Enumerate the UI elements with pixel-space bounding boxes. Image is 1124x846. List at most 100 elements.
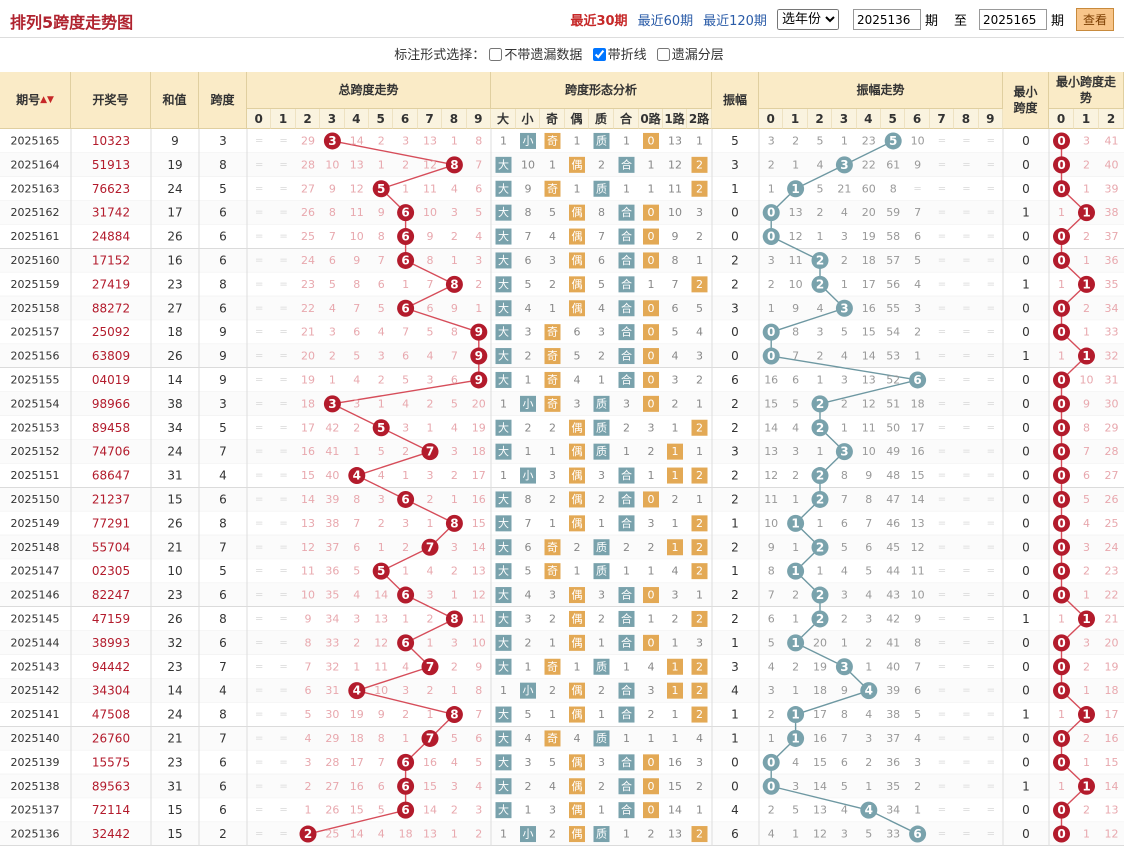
route-miss: 4 bbox=[672, 565, 679, 578]
span-miss-value: 13 bbox=[472, 565, 486, 578]
issue-number: 2025164 bbox=[11, 158, 60, 171]
shape-label: 质 bbox=[596, 445, 607, 458]
min-trend-ball-label: 0 bbox=[1057, 445, 1065, 459]
amp-trend-ball-label: 4 bbox=[865, 803, 873, 817]
table-row bbox=[0, 535, 1124, 560]
query-button[interactable]: 查看 bbox=[1075, 8, 1114, 31]
span-miss-blank: = bbox=[255, 781, 263, 792]
draw-number: 82247 bbox=[92, 588, 130, 602]
issue-header[interactable]: 期号 ▲▼ bbox=[0, 72, 71, 129]
option-no-miss-checkbox[interactable] bbox=[489, 48, 503, 61]
option-no-miss[interactable]: 不带遗漏数据 bbox=[489, 48, 582, 63]
amp-miss-value: 52 bbox=[886, 373, 900, 386]
span-value: 4 bbox=[219, 684, 227, 698]
shape-miss: 2 bbox=[598, 612, 605, 625]
min-trend-ball bbox=[1053, 132, 1070, 150]
sum-value: 17 bbox=[167, 206, 182, 220]
shape-box bbox=[618, 610, 635, 627]
shape-label: 偶 bbox=[572, 230, 583, 243]
shape-box bbox=[618, 515, 635, 532]
table-row bbox=[0, 344, 1124, 368]
min-miss-value: 1 bbox=[1058, 708, 1065, 721]
shape-label: 偶 bbox=[572, 158, 583, 171]
period-120-link[interactable]: 最近120期 bbox=[703, 14, 767, 29]
to-issue-input[interactable] bbox=[978, 9, 1047, 30]
period-60-link[interactable]: 最近60期 bbox=[637, 14, 694, 29]
amp-trend-ball-label: 1 bbox=[791, 564, 799, 578]
amp-digit-header: 6 bbox=[905, 109, 930, 129]
span-miss-value: 1 bbox=[451, 589, 458, 602]
amp-miss-value: 7 bbox=[914, 206, 921, 219]
min-miss-value: 31 bbox=[1105, 373, 1119, 386]
draw-number: 02305 bbox=[92, 564, 130, 578]
amp-miss-value: 8 bbox=[914, 636, 921, 649]
shape-miss: 3 bbox=[549, 804, 556, 817]
shape-miss: 3 bbox=[525, 612, 532, 625]
amp-miss-value: 3 bbox=[841, 828, 848, 841]
shape-label: 质 bbox=[596, 541, 607, 554]
amp-miss-value: 15 bbox=[813, 756, 827, 769]
min-trend-ball-label: 0 bbox=[1057, 588, 1065, 602]
route-label: 2 bbox=[696, 278, 703, 291]
span-miss-value: 15 bbox=[472, 517, 486, 530]
min-miss-value: 5 bbox=[1083, 493, 1090, 506]
span-miss-value: 14 bbox=[423, 804, 437, 817]
span-miss-value: 1 bbox=[378, 158, 385, 171]
sum-value: 31 bbox=[167, 469, 182, 483]
amp-miss-blank: = bbox=[987, 398, 995, 409]
span-miss-value: 28 bbox=[325, 756, 339, 769]
from-issue-input[interactable] bbox=[852, 9, 921, 30]
span-miss-value: 13 bbox=[423, 828, 437, 841]
amp-trend-ball-label: 3 bbox=[840, 158, 848, 172]
span-miss-value: 3 bbox=[475, 254, 482, 267]
amp-miss-value: 3 bbox=[841, 589, 848, 602]
route-miss: 10 bbox=[668, 206, 682, 219]
span-miss-blank: = bbox=[279, 446, 287, 457]
span-miss-value: 4 bbox=[329, 302, 336, 315]
amp-miss-value: 2 bbox=[768, 708, 775, 721]
amp-miss-blank: = bbox=[987, 422, 995, 433]
span-miss-blank: = bbox=[279, 279, 287, 290]
sum-value: 26 bbox=[167, 612, 182, 626]
period-30-link[interactable]: 最近30期 bbox=[570, 14, 628, 29]
option-line[interactable]: 带折线 bbox=[592, 48, 647, 63]
option-layer-checkbox[interactable] bbox=[656, 48, 670, 61]
option-line-checkbox[interactable] bbox=[592, 48, 606, 61]
amp-trend-ball bbox=[762, 204, 780, 222]
min-miss-value: 39 bbox=[1105, 182, 1119, 195]
amp-miss-blank: = bbox=[962, 781, 970, 792]
amp-miss-value: 6 bbox=[914, 230, 921, 243]
option-layer[interactable]: 遗漏分层 bbox=[656, 48, 724, 63]
amp-trend-ball-label: 2 bbox=[816, 492, 824, 506]
min-trend-ball-label: 0 bbox=[1057, 684, 1065, 698]
amp-value: 0 bbox=[731, 206, 739, 220]
amp-miss-value: 1 bbox=[768, 732, 775, 745]
amp-miss-value: 44 bbox=[886, 565, 900, 578]
route-miss: 1 bbox=[696, 254, 703, 267]
shape-miss: 1 bbox=[623, 134, 630, 147]
amp-miss-value: 1 bbox=[914, 350, 921, 363]
amp-miss-blank: = bbox=[962, 518, 970, 529]
shape-box bbox=[618, 348, 635, 365]
span-value: 8 bbox=[219, 612, 227, 626]
span-miss-blank: = bbox=[279, 661, 287, 672]
span-digit-header: 3 bbox=[320, 109, 345, 129]
amp-miss-value: 14 bbox=[911, 493, 925, 506]
span-miss-value: 4 bbox=[475, 780, 482, 793]
shape-label: 大 bbox=[498, 301, 509, 315]
year-select[interactable]: 选年份 bbox=[776, 9, 839, 30]
shape-col-header: 小 bbox=[516, 109, 540, 129]
table-row bbox=[0, 224, 1124, 249]
route-miss: 9 bbox=[672, 230, 679, 243]
route-box bbox=[643, 395, 659, 412]
sum-value: 23 bbox=[167, 660, 182, 674]
amp-miss-value: 10 bbox=[911, 589, 925, 602]
draw-number: 38993 bbox=[92, 636, 130, 650]
amp-miss-blank: = bbox=[938, 398, 946, 409]
amp-digit-header: 7 bbox=[929, 109, 955, 129]
span-miss-value: 3 bbox=[451, 206, 458, 219]
shape-miss: 2 bbox=[598, 493, 605, 506]
shape-label: 大 bbox=[498, 372, 509, 386]
span-trend-ball bbox=[470, 347, 488, 365]
shape-box bbox=[593, 419, 610, 436]
